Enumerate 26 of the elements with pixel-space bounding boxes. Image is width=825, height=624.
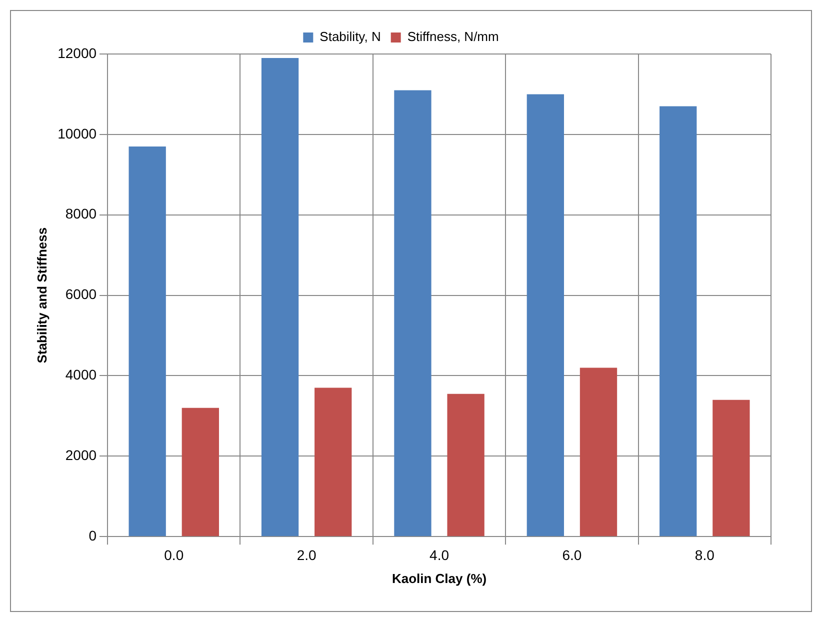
y-axis-title: Stability and Stiffness (34, 227, 50, 364)
y-tick-label: 10000 (58, 125, 97, 142)
x-tick-label: 8.0 (694, 546, 715, 563)
bar (580, 368, 618, 536)
y-tick-label: 4000 (65, 366, 97, 383)
bar (314, 388, 352, 536)
y-tick-label: 2000 (65, 447, 97, 464)
legend-label: Stiffness, N/mm (407, 29, 499, 44)
bar (660, 106, 697, 536)
bar (526, 94, 564, 536)
y-tick-label: 12000 (58, 44, 97, 61)
x-tick-label: 4.0 (430, 546, 450, 563)
bar (261, 58, 299, 536)
x-tick-label: 2.0 (296, 546, 317, 563)
bar (447, 394, 484, 536)
bar (394, 90, 432, 536)
y-tick-label: 6000 (65, 286, 97, 302)
legend-label: Stability, N (320, 29, 381, 44)
y-tick-label: 8000 (65, 206, 97, 222)
bar (182, 408, 219, 536)
y-tick-label: 0 (88, 527, 97, 544)
bar (712, 400, 750, 536)
x-axis-title: Kaolin Clay (%) (392, 570, 487, 586)
bar (128, 146, 166, 536)
x-tick-label: 0.0 (164, 546, 184, 563)
x-tick-label: 6.0 (562, 546, 582, 563)
